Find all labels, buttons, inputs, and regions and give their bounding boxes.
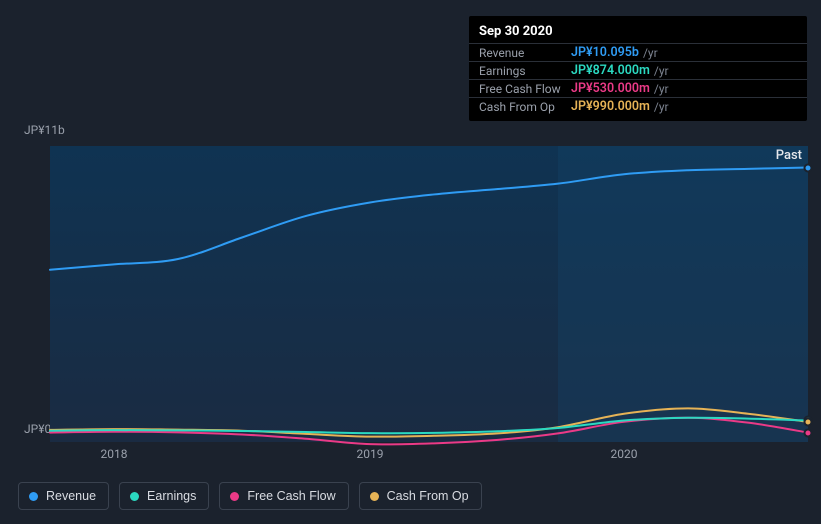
legend-toggle-earnings[interactable]: Earnings bbox=[119, 482, 209, 510]
legend-dot-icon bbox=[29, 492, 38, 501]
legend-toggle-free-cash-flow[interactable]: Free Cash Flow bbox=[219, 482, 348, 510]
chart-area[interactable]: Past bbox=[18, 146, 808, 442]
x-axis-tick: 2019 bbox=[357, 447, 384, 461]
tooltip-row-unit: /yr bbox=[643, 46, 658, 60]
series-area-revenue bbox=[50, 168, 808, 442]
tooltip-row-unit: /yr bbox=[654, 64, 669, 78]
legend-dot-icon bbox=[230, 492, 239, 501]
series-end-marker bbox=[804, 428, 813, 437]
tooltip-row: RevenueJP¥10.095b/yr bbox=[469, 43, 807, 61]
tooltip-date: Sep 30 2020 bbox=[469, 22, 807, 43]
legend-label: Revenue bbox=[46, 489, 96, 503]
tooltip-row-label: Earnings bbox=[479, 64, 571, 78]
tooltip-row-value: JP¥530.000m bbox=[571, 81, 650, 96]
legend-toggle-cash-from-op[interactable]: Cash From Op bbox=[359, 482, 482, 510]
series-end-marker bbox=[804, 163, 813, 172]
x-axis: 2018 2019 2020 bbox=[18, 447, 808, 463]
tooltip-row: Free Cash FlowJP¥530.000m/yr bbox=[469, 79, 807, 97]
chart-tooltip: Sep 30 2020 RevenueJP¥10.095b/yrEarnings… bbox=[469, 16, 807, 121]
legend-dot-icon bbox=[370, 492, 379, 501]
tooltip-row-value: JP¥990.000m bbox=[571, 99, 650, 114]
tooltip-row-unit: /yr bbox=[654, 82, 669, 96]
legend-toggle-revenue[interactable]: Revenue bbox=[18, 482, 109, 510]
legend-label: Free Cash Flow bbox=[247, 489, 335, 503]
tooltip-row-value: JP¥874.000m bbox=[571, 63, 650, 78]
x-axis-tick: 2018 bbox=[101, 447, 128, 461]
y-axis-max-label: JP¥11b bbox=[24, 123, 65, 137]
tooltip-row-unit: /yr bbox=[654, 100, 669, 114]
tooltip-row-label: Free Cash Flow bbox=[479, 82, 571, 96]
chart-svg bbox=[18, 146, 808, 442]
tooltip-row-label: Cash From Op bbox=[479, 100, 571, 114]
legend-label: Cash From Op bbox=[387, 489, 469, 503]
tooltip-row-label: Revenue bbox=[479, 46, 571, 60]
legend-label: Earnings bbox=[147, 489, 196, 503]
tooltip-row: EarningsJP¥874.000m/yr bbox=[469, 61, 807, 79]
x-axis-tick: 2020 bbox=[611, 447, 638, 461]
series-end-marker bbox=[804, 417, 813, 426]
legend-dot-icon bbox=[130, 492, 139, 501]
tooltip-row-value: JP¥10.095b bbox=[571, 45, 639, 60]
chart-legend: Revenue Earnings Free Cash Flow Cash From O… bbox=[18, 482, 482, 510]
tooltip-row: Cash From OpJP¥990.000m/yr bbox=[469, 97, 807, 115]
